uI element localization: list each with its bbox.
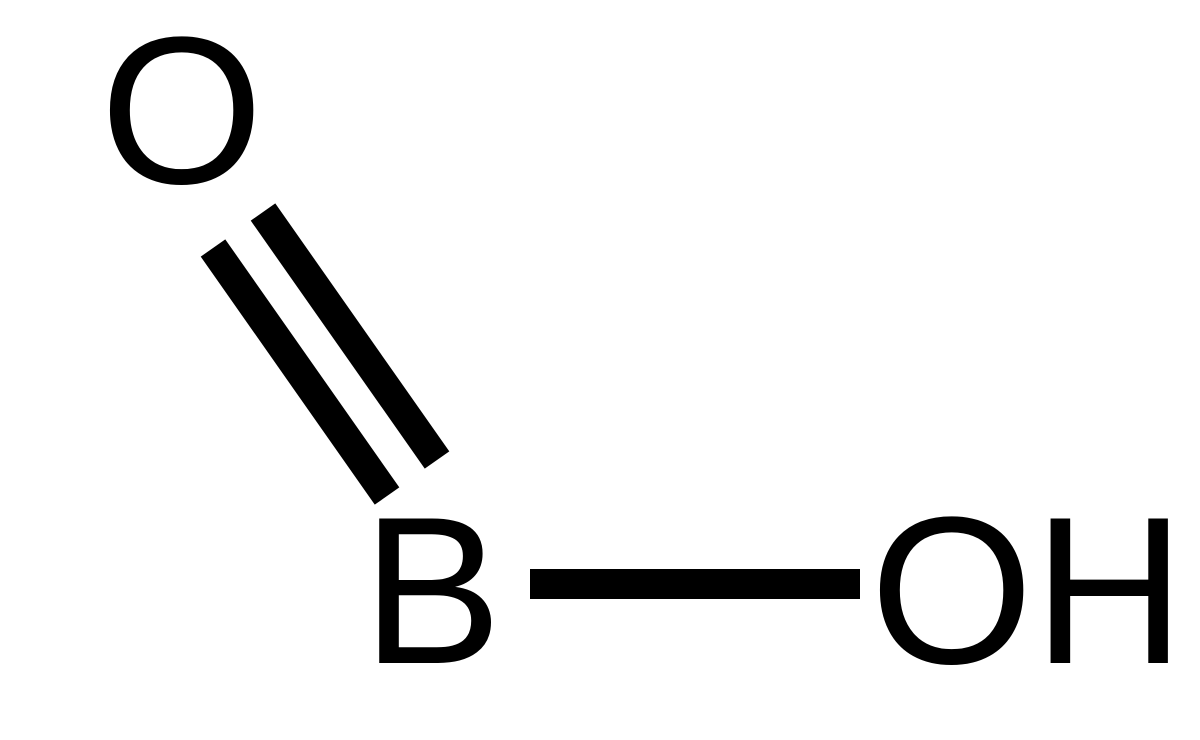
molecule-diagram: O B OH bbox=[0, 0, 1200, 740]
atom-oxygen-double: O bbox=[100, 0, 263, 232]
atom-boron: B bbox=[362, 470, 502, 712]
bond-line bbox=[530, 569, 860, 599]
atom-hydroxyl: OH bbox=[870, 470, 1185, 712]
